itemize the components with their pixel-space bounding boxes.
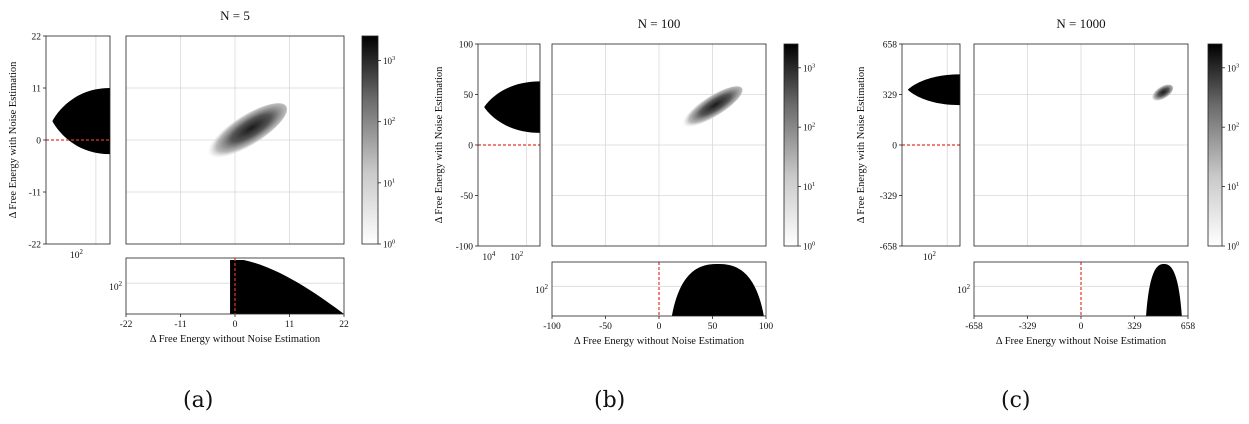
p0-xlabel: Δ Free Energy without Noise Estimation xyxy=(150,334,321,345)
p2-ytick-4: -658 xyxy=(880,243,898,253)
p1-cb-tick-3: 103 xyxy=(803,62,815,73)
p0-xmarg-tick: 102 xyxy=(109,281,123,293)
p1-xtick-1: -50 xyxy=(599,322,612,332)
p0-cb-tick-3: 103 xyxy=(383,55,395,66)
p1-xtick-3: 50 xyxy=(708,322,718,332)
p0-xtick-2: 0 xyxy=(233,320,238,330)
p2-xtick-1: -329 xyxy=(1019,322,1037,332)
p0-ytick-1: 11 xyxy=(32,85,41,95)
p0-colorbar xyxy=(361,35,379,245)
p1-xmarg-tick: 102 xyxy=(535,284,549,296)
p1-cb-tick-1: 101 xyxy=(803,181,815,192)
p1-xtick-2: 0 xyxy=(657,322,662,332)
p0-xtick-3: 11 xyxy=(285,320,294,330)
p1-title: N = 100 xyxy=(638,16,681,31)
caption-b: (b) xyxy=(594,388,626,413)
p0-xtick-0: -22 xyxy=(120,320,133,330)
p1-main-frame xyxy=(551,43,767,247)
p1-ytick-3: -50 xyxy=(460,192,473,202)
p2-xtick-4: 658 xyxy=(1181,322,1196,332)
p1-xlabel: Δ Free Energy without Noise Estimation xyxy=(574,336,745,347)
p2-cb-tick-2: 102 xyxy=(1227,122,1239,133)
p0-cb-tick-2: 102 xyxy=(383,116,395,127)
p2-xtick-2: 0 xyxy=(1079,322,1084,332)
p1-ymarg-tick-1: 102 xyxy=(510,251,524,263)
p1-ytick-0: 100 xyxy=(459,41,474,51)
p0-main-frame xyxy=(125,35,345,245)
p0-xtick-1: -11 xyxy=(174,320,187,330)
p0-y-marginal-hist xyxy=(52,88,110,155)
p2-ytick-1: 329 xyxy=(883,91,898,101)
p0-cb-tick-1: 101 xyxy=(383,177,395,188)
p0-ymarg-tick-0: 102 xyxy=(70,249,84,261)
p0-ylabel: Δ Free Energy with Noise Estimation xyxy=(8,61,19,218)
p0-title: N = 5 xyxy=(220,8,250,23)
p0-ytick-4: -22 xyxy=(28,241,41,251)
p1-cb-tick-2: 102 xyxy=(803,122,815,133)
p1-density-blob xyxy=(682,86,743,127)
p2-left-bg xyxy=(902,44,960,246)
p1-ytick-4: -100 xyxy=(456,243,474,253)
p2-colorbar xyxy=(1207,43,1223,247)
p2-title: N = 1000 xyxy=(1056,16,1105,31)
p2-ytick-2: 0 xyxy=(892,142,897,152)
caption-c: (c) xyxy=(1001,388,1031,413)
p2-cb-tick-3: 103 xyxy=(1227,62,1239,73)
p2-cb-tick-1: 101 xyxy=(1227,181,1239,192)
p1-y-marginal-hist xyxy=(484,81,540,133)
p2-xtick-0: -658 xyxy=(965,322,983,332)
p2-density-blob xyxy=(1151,84,1174,102)
p2-main-frame xyxy=(973,43,1189,247)
p0-xtick-4: 22 xyxy=(339,320,349,330)
p0-ytick-3: -11 xyxy=(29,189,42,199)
p0-ytick-0: 22 xyxy=(32,33,42,43)
p2-ylabel: Δ Free Energy with Noise Estimation xyxy=(856,66,867,223)
p0-x-marginal-hist xyxy=(230,260,344,314)
p2-ytick-0: 658 xyxy=(883,41,898,51)
p2-ymarg-tick-0: 102 xyxy=(923,251,937,263)
p2-xmarg-tick: 102 xyxy=(957,284,971,296)
p2-x-marginal-hist xyxy=(1146,264,1182,316)
p1-xtick-4: 100 xyxy=(759,322,774,332)
caption-a: (a) xyxy=(183,388,214,413)
p1-x-marginal-hist xyxy=(671,264,764,316)
p1-ytick-2: 0 xyxy=(468,142,473,152)
p1-cb-tick-0: 100 xyxy=(803,241,815,252)
p2-cb-tick-0: 100 xyxy=(1227,241,1239,252)
p0-ytick-2: 0 xyxy=(36,137,41,147)
p1-ytick-1: 50 xyxy=(464,91,474,101)
p2-y-marginal-hist xyxy=(907,74,960,106)
p1-ymarg-tick-0: 104 xyxy=(482,251,496,263)
p2-ytick-3: -329 xyxy=(880,192,898,202)
p0-density-blob xyxy=(207,103,288,158)
p2-xlabel: Δ Free Energy without Noise Estimation xyxy=(996,336,1167,347)
p1-ylabel: Δ Free Energy with Noise Estimation xyxy=(434,66,445,223)
p1-colorbar xyxy=(783,43,799,247)
p2-xtick-3: 329 xyxy=(1127,322,1142,332)
p1-xtick-0: -100 xyxy=(543,322,561,332)
p0-cb-tick-0: 100 xyxy=(383,239,395,250)
